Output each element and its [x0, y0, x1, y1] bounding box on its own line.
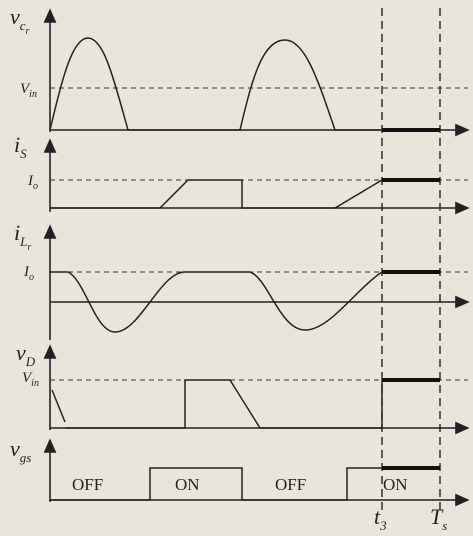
symbol: v [10, 436, 20, 461]
signal-label: iLr [14, 220, 31, 253]
level-label: Io [23, 264, 34, 283]
symbol: v [10, 4, 20, 29]
signal-label: vcr [10, 4, 30, 37]
gate-state: ON [383, 475, 408, 494]
panel-vcr: vcr Vin [10, 4, 468, 132]
time-label: Ts [430, 504, 447, 533]
panel-vd: vD Vin [16, 340, 468, 430]
gate-state: ON [175, 475, 200, 494]
subscript: s [442, 518, 447, 533]
subsubscript: r [26, 26, 30, 37]
level-label: Vin [20, 81, 37, 100]
signal-label: vgs [10, 436, 31, 465]
panel-vgs: vgs OFF ON OFF ON [10, 436, 468, 502]
subscript: in [29, 89, 37, 100]
subscript: S [20, 146, 27, 161]
subscript: o [29, 272, 34, 283]
waveform-diagram: vcr Vin iS Io iLr Io vD Vin vgs [0, 0, 473, 536]
panel-is: iS Io [14, 132, 468, 212]
subscript: L [19, 234, 27, 249]
time-label: t3 [374, 504, 387, 533]
subscript: gs [20, 450, 32, 465]
panel-ilr: iLr Io [14, 220, 468, 340]
waveform [52, 380, 382, 428]
waveform [50, 180, 382, 208]
subscript: D [25, 354, 36, 369]
subscript: 3 [379, 518, 387, 533]
signal-label: iS [14, 132, 27, 161]
subsubscript: r [27, 242, 31, 253]
signal-label: vD [16, 340, 36, 369]
subscript: in [31, 378, 39, 389]
symbol: v [16, 340, 26, 365]
level-label: Vin [22, 370, 39, 389]
level-label: Io [27, 173, 38, 192]
gate-state: OFF [72, 475, 103, 494]
waveform [50, 38, 382, 130]
gate-state: OFF [275, 475, 306, 494]
subscript: o [33, 181, 38, 192]
page: {"panels": [ {"symbol": "v", "sub": "c",… [0, 0, 473, 536]
